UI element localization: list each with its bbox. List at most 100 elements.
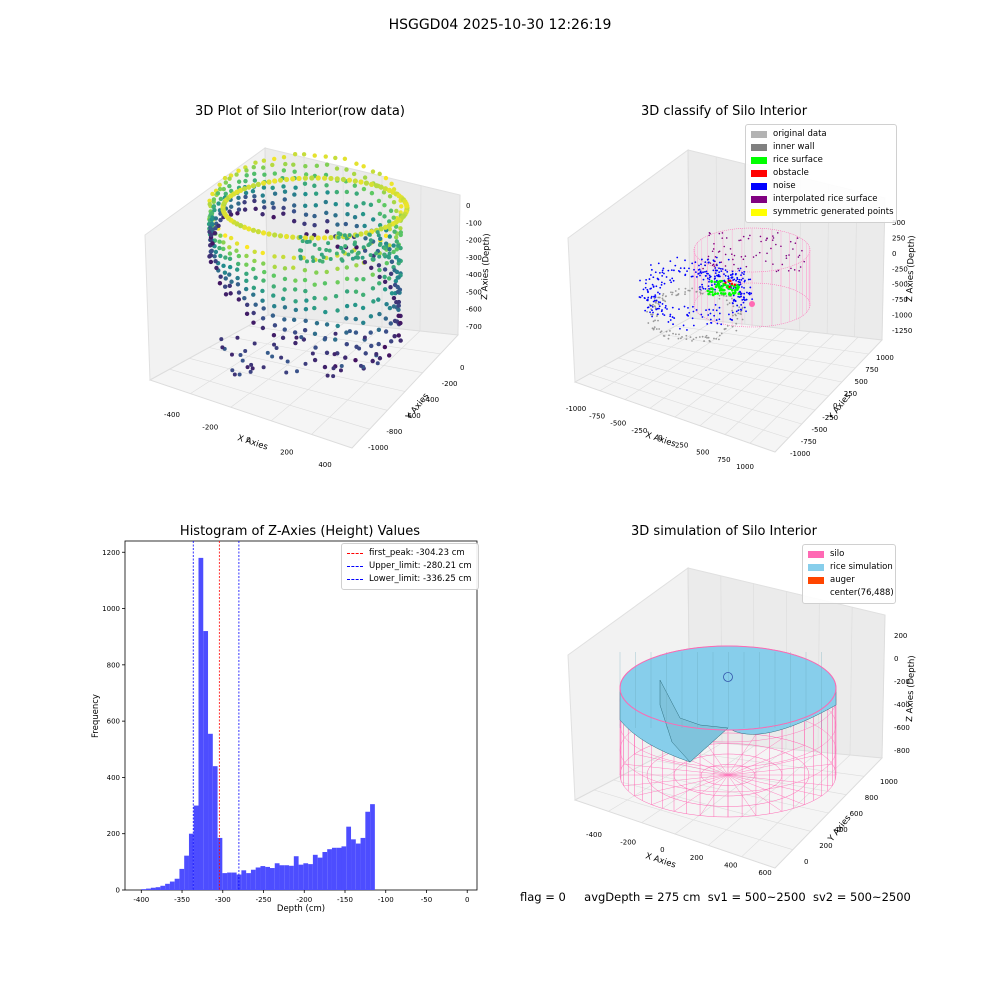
interpolated-point: [772, 237, 775, 239]
rice-surface-point: [725, 285, 729, 289]
noise-point: [704, 261, 707, 264]
raw-point: [252, 258, 257, 264]
raw-z-tick-label: -100: [466, 219, 482, 227]
raw-point: [391, 295, 397, 301]
raw-point: [312, 295, 317, 301]
raw-point: [382, 252, 387, 257]
raw-point: [293, 185, 298, 190]
simulation-x-tick-label: 600: [758, 869, 771, 877]
raw-point: [251, 320, 256, 325]
auger-marker: [723, 672, 733, 682]
raw-point: [282, 327, 287, 332]
noise-point: [716, 322, 719, 325]
noise-point: [650, 274, 652, 276]
interpolated-point: [714, 256, 717, 258]
raw-point: [362, 175, 368, 180]
raw-point: [291, 255, 297, 260]
noise-point: [658, 305, 661, 308]
noise-point: [709, 312, 712, 315]
raw-point: [383, 329, 389, 334]
raw-point: [344, 316, 349, 321]
raw-point: [236, 168, 241, 173]
raw-point: [211, 197, 217, 202]
noise-point: [650, 297, 653, 299]
noise-point: [660, 283, 663, 286]
original-point: [658, 328, 661, 330]
interpolated-point: [770, 247, 772, 250]
raw-point: [382, 202, 387, 208]
noise-point: [639, 279, 641, 282]
classify-legend-item: symmetric generated points: [751, 206, 894, 219]
raw-point: [360, 211, 366, 217]
interpolated-point: [707, 255, 710, 258]
raw-point: [387, 234, 392, 239]
noise-point: [669, 313, 672, 316]
histogram-bar: [255, 867, 261, 890]
raw-z-tick-label: -600: [466, 306, 482, 314]
original-point: [718, 334, 721, 337]
noise-point: [683, 267, 686, 270]
interpolated-point: [787, 270, 790, 272]
raw-point: [296, 175, 302, 182]
raw-point: [398, 320, 403, 326]
silo-bottom-spoke: [727, 745, 805, 776]
raw-point: [282, 317, 287, 322]
raw-point: [376, 263, 382, 268]
noise-point: [728, 282, 731, 285]
raw-point: [382, 344, 388, 350]
noise-point: [740, 274, 742, 276]
histogram-x-tick-label: -100: [378, 896, 394, 904]
classify-y-tick-label: -500: [812, 426, 828, 434]
grid-line: [613, 779, 811, 832]
raw-point: [347, 329, 352, 334]
raw-point: [367, 232, 372, 237]
raw-point: [394, 239, 400, 244]
noise-point: [741, 299, 744, 301]
histogram-bar: [293, 856, 299, 890]
classify-legend-swatch: [751, 183, 767, 190]
noise-point: [732, 294, 735, 297]
raw-point: [218, 274, 223, 279]
rice-surface-point: [711, 293, 715, 297]
raw-point: [223, 292, 229, 297]
original-point: [699, 291, 702, 293]
raw-point: [250, 188, 256, 194]
classify-legend-label: inner wall: [773, 142, 815, 152]
raw-point: [382, 287, 388, 292]
raw-point: [261, 278, 266, 283]
raw-point: [378, 236, 383, 242]
raw-point: [292, 192, 297, 197]
original-point: [695, 290, 698, 293]
raw-point: [344, 289, 350, 294]
raw-z-axis-label: Z Axies (Depth): [480, 233, 492, 300]
raw-point: [346, 177, 353, 183]
raw-point: [236, 253, 242, 259]
original-point: [715, 331, 718, 334]
raw-point: [229, 204, 234, 209]
grid-line: [632, 349, 829, 397]
raw-z-tick-label: -200: [466, 237, 482, 245]
silo-bottom-spoke: [727, 774, 757, 816]
raw-point: [352, 214, 358, 220]
histogram-y-tick-label: 200: [107, 830, 120, 838]
rice-surface-point: [710, 290, 714, 294]
raw-point: [211, 204, 217, 209]
noise-point: [665, 276, 668, 278]
histogram-legend-item: first_peak: -304.23 cm: [347, 547, 473, 560]
histogram-x-tick-label: -150: [337, 896, 353, 904]
raw-point: [312, 153, 317, 158]
grid-line: [689, 739, 883, 759]
simulation-legend-label: center(76,488): [830, 588, 894, 598]
interpolated-point: [758, 251, 761, 254]
raw-point: [325, 219, 330, 224]
raw-point: [299, 248, 304, 253]
raw-point: [271, 284, 276, 289]
interpolated-point: [752, 256, 755, 258]
histogram-bar: [274, 863, 280, 890]
interpolated-point: [739, 239, 742, 241]
raw-point: [284, 370, 289, 375]
original-point: [674, 333, 677, 336]
classify-x-tick-label: -250: [631, 427, 647, 435]
silo-bottom-spoke: [727, 774, 805, 805]
raw-point: [398, 230, 404, 235]
